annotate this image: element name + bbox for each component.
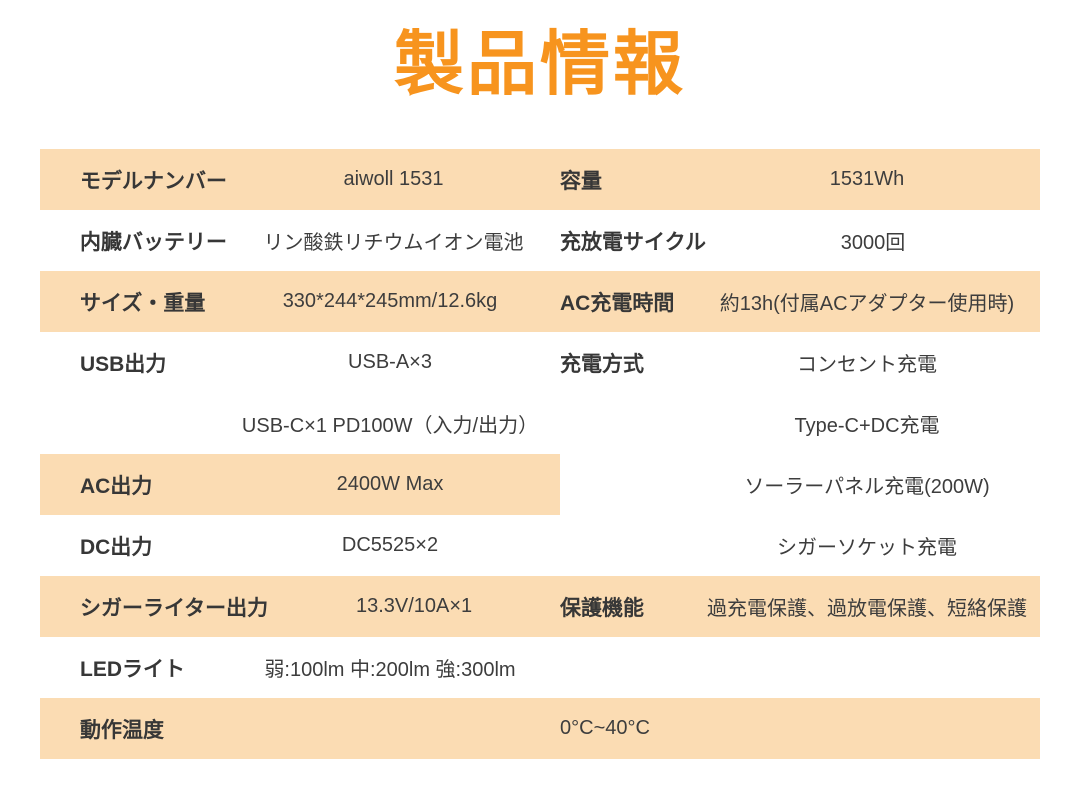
spec-label: モデルナンバー <box>80 169 227 193</box>
spec-label: サイズ・重量 <box>80 291 206 315</box>
spec-table: モデルナンバー aiwoll 1531 容量 1531Wh 内臓バッテリー リン… <box>40 149 1040 759</box>
page-title: 製品情報 <box>394 25 686 103</box>
spec-value: 13.3V/10A×1 <box>355 595 473 617</box>
spec-label: 充放電サイクル <box>560 230 706 254</box>
spec-label: USB出力 <box>80 352 167 376</box>
spec-label: DC出力 <box>80 535 153 559</box>
spec-value: コンセント充電 <box>797 354 937 376</box>
table-row: DC出力 DC5525×2 シガーソケット充電 <box>40 515 1040 576</box>
spec-value: USB-A×3 <box>348 351 432 373</box>
spec-value: 0°C~40°C <box>560 717 650 739</box>
table-row: サイズ・重量 330*244*245mm/12.6kg AC充電時間 約13h(… <box>40 271 1040 332</box>
spec-label: 充電方式 <box>560 352 644 376</box>
spec-value: 過充電保護、過放電保護、短絡保護 <box>707 598 1027 620</box>
spec-value: リン酸鉄リチウムイオン電池 <box>263 232 524 254</box>
spec-value: 1531Wh <box>829 168 905 190</box>
spec-value: 3000回 <box>840 232 906 254</box>
table-row: 動作温度 0°C~40°C <box>40 698 1040 759</box>
spec-value: 2400W Max <box>336 473 444 495</box>
spec-label: AC出力 <box>80 474 153 498</box>
spec-value: USB-C×1 PD100W（入力/出力） <box>241 415 539 437</box>
spec-value: DC5525×2 <box>341 534 439 556</box>
spec-label: 保護機能 <box>560 596 644 620</box>
spec-value: Type-C+DC充電 <box>794 415 940 437</box>
table-row: USB-C×1 PD100W（入力/出力） Type-C+DC充電 <box>40 393 1040 454</box>
spec-label: 容量 <box>560 169 602 193</box>
spec-label: LEDライト <box>80 657 185 681</box>
table-row: 内臓バッテリー リン酸鉄リチウムイオン電池 充放電サイクル 3000回 <box>40 210 1040 271</box>
table-row: シガーライター出力 13.3V/10A×1 保護機能 過充電保護、過放電保護、短… <box>40 576 1040 637</box>
table-row: USB出力 USB-A×3 充電方式 コンセント充電 <box>40 332 1040 393</box>
spec-label: 内臓バッテリー <box>80 230 227 254</box>
spec-value: シガーソケット充電 <box>777 537 957 559</box>
spec-label: 動作温度 <box>80 718 164 742</box>
spec-value: 330*244*245mm/12.6kg <box>282 290 498 312</box>
table-row: モデルナンバー aiwoll 1531 容量 1531Wh <box>40 149 1040 210</box>
table-row: LEDライト 弱:100lm 中:200lm 強:300lm <box>40 637 1040 698</box>
spec-label: シガーライター出力 <box>80 596 269 620</box>
spec-label: AC充電時間 <box>560 291 675 315</box>
table-row: AC出力 2400W Max ソーラーパネル充電(200W) <box>40 454 1040 515</box>
spec-value: 約13h(付属ACアダプター使用時) <box>719 293 1015 315</box>
spec-value: ソーラーパネル充電(200W) <box>744 476 990 498</box>
spec-value: 弱:100lm 中:200lm 強:300lm <box>264 659 516 681</box>
spec-value: aiwoll 1531 <box>343 168 444 190</box>
